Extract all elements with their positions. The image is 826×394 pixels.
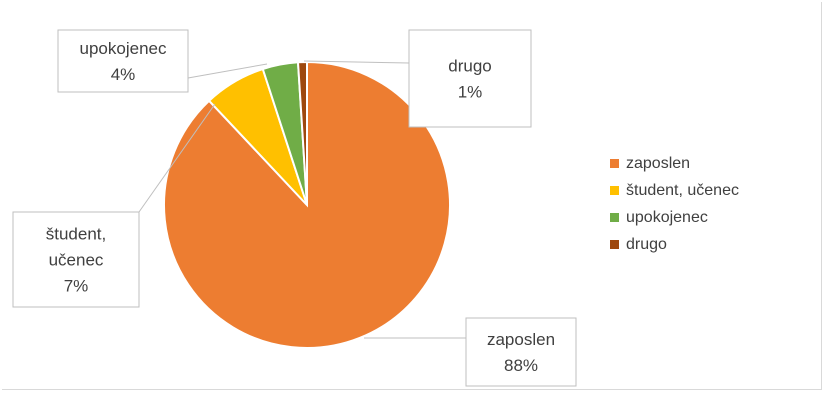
- data-label-text-drugo: 1%: [458, 83, 483, 102]
- data-label-text-zaposlen: zaposlen: [487, 330, 555, 349]
- data-label-text--tudent-u-enec: 7%: [64, 277, 89, 296]
- data-label-box-zaposlen: [465, 317, 577, 387]
- data-label-text-upokojenec: upokojenec: [80, 39, 167, 58]
- data-label-box--tudent-u-enec: [12, 211, 140, 308]
- leader-lines: [138, 60, 466, 339]
- leader-line-drugo: [303, 60, 410, 64]
- data-label-box-upokojenec: [57, 29, 189, 93]
- data-label-text-drugo: drugo: [448, 57, 491, 76]
- legend: zaposlen študent, učenec upokojenec drug…: [610, 150, 820, 258]
- legend-label: študent, učenec: [626, 181, 739, 199]
- data-label-text--tudent-u-enec: učenec: [49, 251, 104, 270]
- leader-line-upokojenec: [187, 63, 268, 79]
- legend-swatch: [610, 159, 619, 168]
- legend-item-drugo: drugo: [610, 231, 820, 258]
- chart-frame: [2, 2, 822, 390]
- legend-item-zaposlen: zaposlen: [610, 150, 820, 177]
- data-label-text--tudent-u-enec: študent,: [46, 225, 107, 244]
- data-labels: zaposlen 88% študent, učenec 7% upokojenec 4% d…: [12, 29, 577, 387]
- legend-label: drugo: [626, 235, 667, 253]
- legend-swatch: [610, 213, 619, 222]
- data-label-text-upokojenec: 4%: [111, 65, 136, 84]
- data-label-box-drugo: [408, 29, 532, 128]
- pie-slice-drugo: [296, 60, 308, 206]
- pie-slices: [163, 60, 451, 349]
- leader-line--tudent-u-enec: [138, 103, 216, 213]
- data-label-text-zaposlen: 88%: [504, 356, 538, 375]
- legend-swatch: [610, 186, 619, 195]
- legend-swatch: [610, 240, 619, 249]
- legend-label: zaposlen: [626, 154, 691, 172]
- legend-label: upokojenec: [626, 208, 708, 226]
- legend-item-upokojenec: upokojenec: [610, 204, 820, 231]
- legend-item-student-ucenec: študent, učenec: [610, 177, 820, 204]
